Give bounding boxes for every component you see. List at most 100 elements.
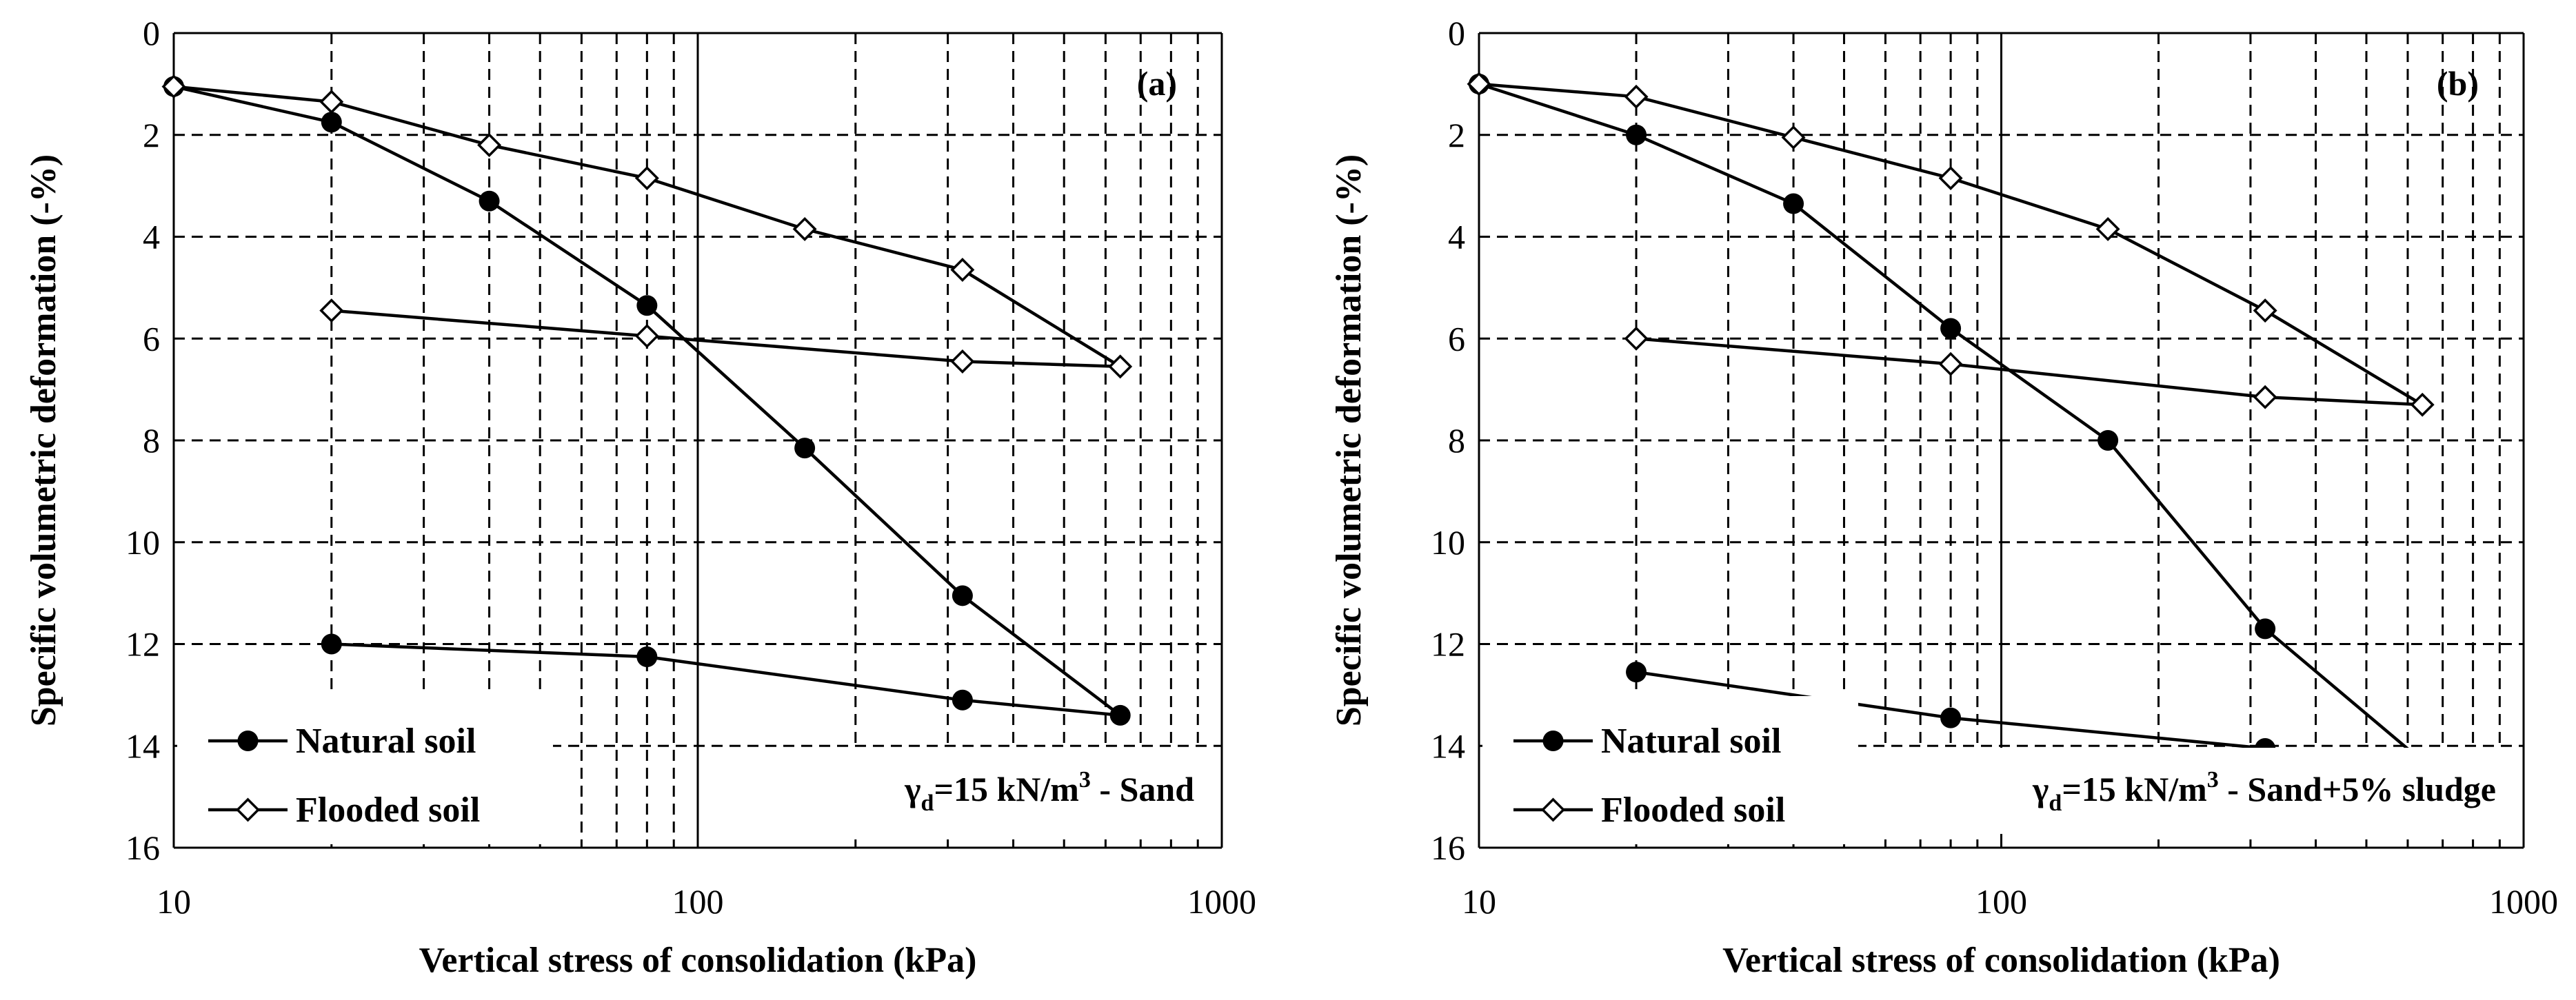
y-tick-label: 12	[1431, 625, 1465, 664]
y-tick-label: 12	[125, 625, 160, 664]
series-natural-soil	[1469, 73, 2433, 772]
data-point-flooded	[319, 90, 344, 114]
series-flooded-soil	[161, 74, 1133, 379]
y-tick-label: 4	[1448, 218, 1465, 256]
series-line	[1478, 82, 2428, 764]
data-point-natural	[2255, 618, 2276, 640]
data-point-flooded	[634, 324, 659, 349]
data-point-flooded	[1624, 84, 1649, 109]
y-tick-label: 14	[1431, 726, 1465, 765]
data-point-flooded	[950, 258, 975, 282]
series-flooded-soil	[1467, 72, 2435, 417]
annotation-part: =15 kN/m	[934, 770, 1078, 808]
data-point-flooded	[2095, 216, 2120, 241]
y-axis-title: Specific volumetric deformation (-%)	[24, 154, 63, 726]
chart-panel-b: 0 2 4 6 8 10 12 14 16 10 100 1000 Vertical stress of…	[1329, 14, 2558, 980]
annotation-background	[1881, 748, 2515, 834]
legend-label: Flooded soil	[1601, 790, 1785, 830]
data-point-natural	[794, 438, 816, 459]
y-tick-label: 2	[1448, 116, 1465, 154]
x-tick-label: 100	[1975, 882, 2027, 921]
x-tick-label: 10	[157, 882, 191, 921]
annotation-part: =15 kN/m	[2062, 770, 2206, 808]
x-axis-title: Vertical stress of consolidation (kPa)	[419, 941, 977, 980]
y-tick-label: 16	[125, 828, 160, 867]
data-point-natural	[636, 646, 658, 667]
legend-marker-natural	[1542, 731, 1564, 751]
data-point-flooded	[1938, 166, 1963, 191]
annotation-text: γd=15 kN/m3 - Sand+5% sludge	[2032, 767, 2496, 816]
data-point-flooded	[634, 166, 659, 191]
legend: Natural soil Flooded soil	[1482, 696, 1858, 844]
data-point-flooded	[1624, 326, 1649, 351]
annotation: γd=15 kN/m3 - Sand	[772, 748, 1214, 834]
annotation-part: 3	[1079, 767, 1091, 793]
y-tick-label: 16	[1431, 828, 1465, 867]
x-tick-label: 1000	[1187, 882, 1256, 921]
data-point-natural	[1783, 193, 1804, 214]
series-line	[173, 85, 1127, 369]
legend-marker-flooded	[1541, 797, 1565, 822]
x-axis-title: Vertical stress of consolidation (kPa)	[1722, 941, 2280, 980]
legend-marker-natural	[237, 731, 259, 751]
panel-label: (a)	[1137, 64, 1177, 103]
series-line	[1478, 82, 2424, 407]
y-tick-label: 2	[143, 116, 160, 154]
annotation-part: 3	[2207, 767, 2219, 793]
data-point-flooded	[2410, 392, 2435, 417]
y-tick-label: 14	[125, 726, 160, 765]
y-tick-label: 6	[143, 319, 160, 358]
data-point-flooded	[161, 74, 186, 99]
data-point-natural	[1940, 707, 1962, 728]
chart-panel-a: 0 2 4 6 8 10 12 14 16 10 100 1000 Vertical stress of…	[24, 14, 1256, 980]
x-tick-label: 1000	[2489, 882, 2558, 921]
data-point-flooded	[792, 216, 817, 241]
y-tick-label: 8	[1448, 421, 1465, 460]
legend-label: Natural soil	[1601, 722, 1781, 761]
data-point-natural	[636, 295, 658, 316]
data-point-flooded	[950, 349, 975, 374]
y-tick-label: 0	[1448, 14, 1465, 52]
data-point-flooded	[1938, 351, 1963, 376]
legend-background	[1482, 696, 1858, 844]
data-point-natural	[952, 585, 973, 606]
data-point-natural	[1626, 662, 1647, 683]
data-point-natural	[2097, 430, 2119, 451]
data-point-flooded	[1467, 72, 1491, 96]
data-point-flooded	[1781, 125, 1806, 150]
data-point-natural	[1109, 704, 1131, 726]
data-point-flooded	[2253, 298, 2277, 323]
annotation-part: - Sand	[1091, 770, 1194, 808]
x-tick-label: 10	[1462, 882, 1496, 921]
y-tick-label: 6	[1448, 319, 1465, 358]
annotation: γd=15 kN/m3 - Sand+5% sludge	[1881, 748, 2515, 834]
y-tick-label: 0	[143, 14, 160, 52]
annotation-part: d	[2049, 790, 2062, 816]
y-tick-label: 10	[1431, 523, 1465, 562]
legend: Natural soil Flooded soil	[177, 696, 553, 844]
data-point-natural	[321, 633, 342, 655]
annotation-part: γ	[2032, 770, 2049, 808]
data-point-natural	[479, 190, 500, 212]
y-axis-title: Specific volumetric deformation (-%)	[1329, 154, 1369, 726]
y-tick-label: 8	[143, 421, 160, 460]
annotation-part: d	[921, 790, 934, 816]
legend-label: Flooded soil	[296, 790, 480, 830]
data-point-flooded	[2253, 385, 2277, 409]
annotation-part: - Sand+5% sludge	[2219, 770, 2496, 808]
data-point-natural	[1626, 124, 1647, 145]
data-point-flooded	[1108, 354, 1133, 379]
y-tick-label: 4	[143, 218, 160, 256]
annotation-text: γd=15 kN/m3 - Sand	[904, 767, 1194, 816]
data-point-natural	[952, 689, 973, 711]
legend-label: Natural soil	[296, 722, 476, 761]
panel-label: (b)	[2437, 64, 2479, 103]
x-tick-label: 100	[672, 882, 724, 921]
annotation-part: γ	[904, 770, 920, 808]
legend-marker-flooded	[236, 797, 260, 822]
data-point-flooded	[477, 133, 502, 157]
annotation-background	[772, 748, 1214, 834]
y-tick-label: 10	[125, 523, 160, 562]
data-point-natural	[321, 112, 342, 133]
